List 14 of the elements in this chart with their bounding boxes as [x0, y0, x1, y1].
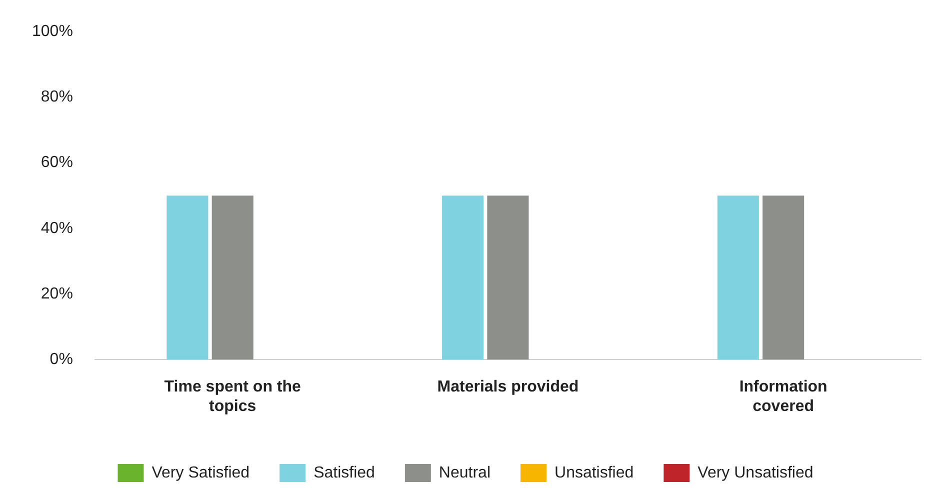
y-tick-label: 80%	[40, 88, 73, 106]
y-tick-label: 20%	[40, 285, 73, 302]
y-tick-label: 40%	[40, 220, 73, 237]
legend-label: Very Satisfied	[152, 464, 250, 482]
legend-label: Satisfied	[314, 464, 375, 482]
legend-label: Very Unsatisfied	[698, 464, 814, 482]
y-tick-label: 60%	[40, 154, 73, 172]
legend-label: Neutral	[438, 464, 491, 482]
y-tick-label: 100%	[32, 23, 73, 40]
y-tick-label: 0%	[50, 351, 73, 368]
x-tick-label: Materials provided	[437, 378, 579, 396]
x-tick-label: Time spent on the topics	[164, 378, 302, 415]
x-tick-label: Information covered	[739, 378, 828, 415]
legend-label: Unsatisfied	[554, 464, 634, 482]
